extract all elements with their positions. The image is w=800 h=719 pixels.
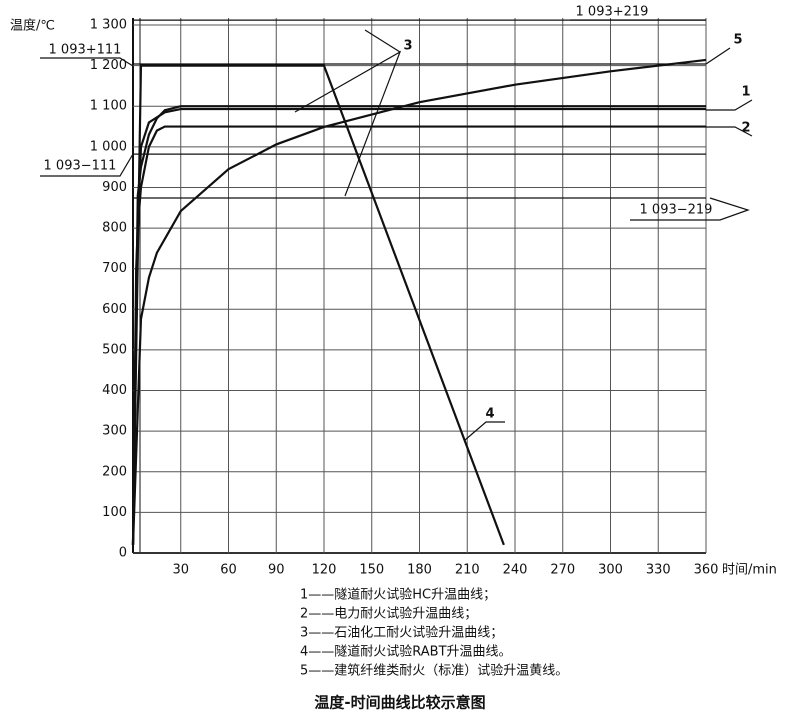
series-label: 4 <box>485 407 494 422</box>
x-tick-label: 120 <box>312 563 337 578</box>
leader-line <box>630 197 750 221</box>
x-tick-label: 330 <box>646 563 671 578</box>
leader-line <box>706 126 753 137</box>
series-label: 2 <box>741 121 750 136</box>
series-line <box>131 107 706 545</box>
leader-line <box>40 57 134 67</box>
y-tick-label: 700 <box>102 261 127 276</box>
y-tick-label: 1 100 <box>90 99 127 114</box>
y-tick-label: 1 200 <box>90 58 127 73</box>
y-axis-label: 温度/℃ <box>10 18 55 34</box>
legend-note: 4——隧道耐火试验RABT升温曲线。 <box>300 644 512 660</box>
y-tick-label: 1 300 <box>90 18 127 33</box>
series-line <box>131 64 505 546</box>
x-tick-label: 240 <box>503 563 528 578</box>
series-label: 1 <box>741 85 750 100</box>
leader-line <box>294 29 402 197</box>
leader-line <box>706 99 753 111</box>
x-tick-label: 270 <box>550 563 575 578</box>
x-tick-label: 60 <box>220 563 237 578</box>
y-tick-label: 200 <box>102 464 127 479</box>
y-tick-label: 500 <box>102 342 127 357</box>
chart-title: 温度-时间曲线比较示意图 <box>314 694 485 712</box>
series-label: 5 <box>733 33 742 48</box>
leader-line <box>40 153 134 177</box>
x-axis-label: 时间/min <box>722 563 777 578</box>
x-tick-label: 90 <box>268 563 285 578</box>
x-tick-label: 180 <box>407 563 432 578</box>
reference-label: 1 093+111 <box>49 43 122 58</box>
y-tick-label: 100 <box>102 505 127 520</box>
y-tick-label: 400 <box>102 383 127 398</box>
y-tick-label: 1 000 <box>90 139 127 154</box>
x-tick-label: 300 <box>598 563 623 578</box>
series-label: 3 <box>403 39 412 54</box>
y-tick-label: 0 <box>119 546 127 561</box>
leader-line <box>705 47 731 65</box>
y-tick-label: 800 <box>102 221 127 236</box>
x-tick-label: 150 <box>359 563 384 578</box>
x-tick-label: 210 <box>455 563 480 578</box>
series-line <box>131 58 707 545</box>
reference-label: 1 093−219 <box>640 203 713 218</box>
x-tick-label: 30 <box>172 563 189 578</box>
y-tick-label: 300 <box>102 424 127 439</box>
x-tick-label: 360 <box>694 563 719 578</box>
legend-note: 3——石油化工耐火试验升温曲线； <box>300 625 503 641</box>
legend-note: 5——建筑纤维类耐火（标准）试验升温黄线。 <box>300 663 568 679</box>
legend-note: 1——隧道耐火试验HC升温曲线； <box>300 587 496 603</box>
legend-note: 2——电力耐火试验升温曲线； <box>300 606 477 622</box>
y-tick-label: 900 <box>102 180 127 195</box>
reference-label: 1 093+219 <box>576 5 649 20</box>
leader-line <box>464 421 505 441</box>
y-tick-label: 600 <box>102 302 127 317</box>
reference-label: 1 093−111 <box>44 159 117 174</box>
